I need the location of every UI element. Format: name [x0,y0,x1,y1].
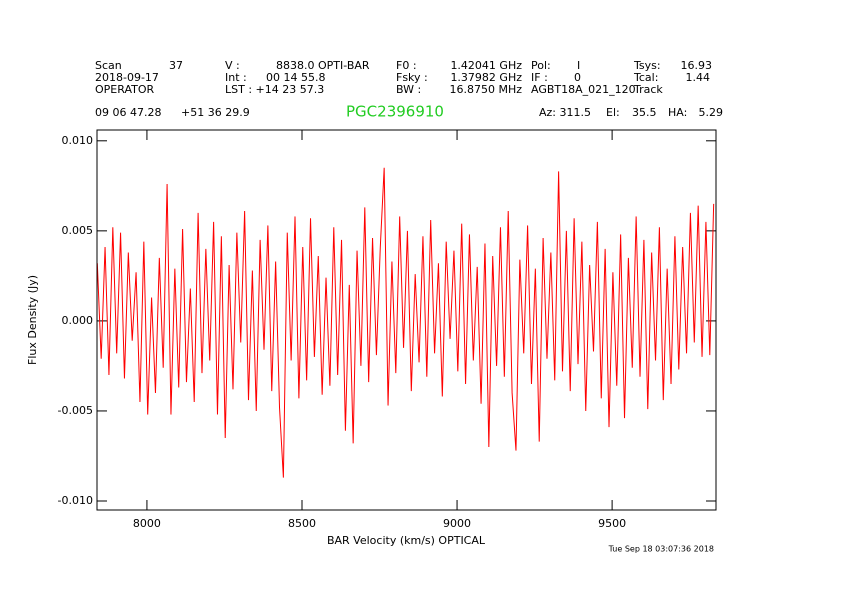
header: Pol: [531,59,551,72]
header: Az: 311.5 [539,106,591,119]
header: 37 [169,59,183,72]
y-tick-label: 0.005 [62,224,94,237]
header: 1.42041 GHz [450,59,522,72]
header: V : [225,59,240,72]
header: +51 36 29.9 [181,106,250,119]
header: Tcal: [633,71,658,84]
header: 09 06 47.28 [95,106,161,119]
header: AGBT18A_021_120 [531,83,636,96]
spectrum-line [97,167,715,478]
header: F0 : [396,59,417,72]
header: 16.8750 MHz [449,83,522,96]
header: Scan [95,59,122,72]
header: I [577,59,580,72]
x-axis-label: BAR Velocity (km/s) OPTICAL [327,534,486,547]
header: Fsky : [396,71,428,84]
header: 5.29 [699,106,724,119]
x-tick-label: 9500 [598,517,626,530]
x-tick-label: 9000 [443,517,471,530]
y-tick-label: -0.010 [58,494,93,507]
y-tick-label: 0.010 [62,134,94,147]
header: BW : [396,83,421,96]
y-tick-label: 0.000 [62,314,94,327]
header: HA: [668,106,687,119]
timestamp: Tue Sep 18 03:07:36 2018 [608,545,714,554]
header: 0 [574,71,581,84]
header: 2018-09-17 [95,71,159,84]
header: 35.5 [632,106,657,119]
x-tick-label: 8500 [288,517,316,530]
plot-frame [96,129,717,511]
header: 00 14 55.8 [266,71,325,84]
header: OPERATOR [95,83,154,96]
header: 1.37982 GHz [450,71,522,84]
header: El: [606,106,620,119]
header: IF : [531,71,548,84]
chart-title: PGC2396910 [346,103,444,121]
y-tick-label: -0.005 [58,404,93,417]
y-axis-label: Flux Density (Jy) [26,275,39,365]
header: Tsys: [633,59,661,72]
header: LST : +14 23 57.3 [225,83,324,96]
x-tick-label: 8000 [133,517,161,530]
header: 8838.0 OPTI-BAR [276,59,370,72]
header: Track [633,83,663,96]
header: Int : [225,71,247,84]
header: 1.44 [686,71,711,84]
header: 16.93 [681,59,713,72]
